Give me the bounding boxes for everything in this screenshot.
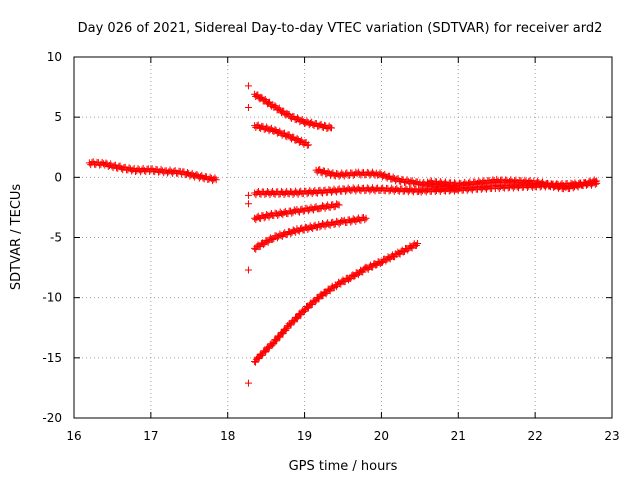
y-tick-label: 0: [54, 170, 62, 184]
data-point-arc-9: [269, 340, 277, 348]
data-point-arc-8: [361, 216, 369, 224]
y-tick-label: 5: [54, 110, 62, 124]
data-point-arc-3: [263, 123, 271, 131]
y-axis-label: SDTVAR / TECUs: [9, 184, 24, 291]
data-point-arc-9: [311, 298, 319, 306]
y-tick-label: -10: [42, 291, 62, 305]
data-point-arc-6: [534, 177, 542, 185]
data-point-arc-1: [212, 176, 220, 184]
data-point-arc-9: [261, 347, 269, 355]
data-point-arc-1: [211, 174, 219, 182]
data-point-arc-6: [547, 180, 555, 188]
data-point-arc-2: [257, 93, 265, 101]
data-point-arc-8: [287, 230, 295, 238]
data-point-arc-9: [350, 273, 358, 281]
data-point-arc-9: [382, 257, 390, 265]
data-point-arc-9: [372, 261, 380, 269]
data-point-isolated: [244, 266, 252, 274]
data-point-arc-2: [327, 124, 335, 132]
data-point-arc-3: [304, 141, 312, 149]
x-tick-label: 21: [451, 429, 466, 443]
data-point-arc-1: [193, 171, 201, 179]
x-axis-label: GPS time / hours: [289, 459, 398, 474]
data-point-arc-8: [304, 226, 312, 234]
data-point-arc-2: [303, 117, 311, 125]
data-point-arc-8: [273, 234, 281, 242]
data-point-arc-9: [414, 240, 422, 248]
data-point-isolated: [244, 200, 252, 208]
data-point-arc-8: [362, 214, 370, 222]
data-point-arc-4: [389, 173, 397, 181]
data-point-arc-9: [272, 336, 280, 344]
x-tick-label: 17: [143, 429, 158, 443]
data-point-arc-8: [335, 220, 343, 228]
data-point-arc-4: [403, 176, 411, 184]
y-tick-label: -20: [42, 411, 62, 425]
data-point-arc-6: [593, 177, 601, 185]
data-point-arc-1: [206, 173, 214, 181]
data-point-isolated: [244, 379, 252, 387]
data-point-arc-9: [369, 263, 377, 271]
data-point-isolated: [244, 104, 252, 112]
data-point-arc-9: [252, 358, 260, 366]
data-point-arc-8: [269, 236, 277, 244]
data-point-arc-7: [274, 212, 282, 220]
data-point-arc-4: [376, 169, 384, 177]
data-point-arc-8: [256, 242, 264, 250]
data-point-arc-6: [591, 178, 599, 186]
data-point-arc-3: [271, 126, 279, 134]
data-point-arc-7: [304, 207, 312, 215]
x-tick-label: 23: [604, 429, 619, 443]
axis-ticks: 16 17 18 19 20 21 22 23 10 5 0 -5 -10 -15 -20: [42, 50, 619, 443]
data-point-arc-9: [282, 327, 290, 335]
data-points: [85, 82, 601, 387]
data-point-arc-9: [404, 246, 412, 254]
data-point-arc-9: [258, 351, 266, 359]
data-point-arc-2: [271, 102, 279, 110]
data-point-arc-9: [322, 290, 330, 298]
data-point-arc-4: [324, 168, 332, 176]
data-point-arc-9: [412, 241, 420, 249]
x-tick-label: 20: [374, 429, 389, 443]
x-tick-label: 19: [297, 429, 312, 443]
chart-title: Day 026 of 2021, Sidereal Day-to-day VTE…: [78, 21, 603, 36]
x-tick-label: 22: [528, 429, 543, 443]
data-point-arc-8: [260, 241, 268, 249]
data-point-arc-1: [184, 168, 192, 176]
data-point-arc-9: [301, 307, 309, 315]
x-tick-label: 16: [66, 429, 81, 443]
x-tick-label: 18: [220, 429, 235, 443]
data-point-arc-3: [293, 134, 301, 142]
data-point-isolated: [244, 191, 252, 199]
data-point-isolated: [244, 82, 252, 90]
data-point-arc-6: [569, 184, 577, 192]
data-point-arc-9: [292, 313, 300, 321]
y-tick-label: -15: [42, 351, 62, 365]
grid: [74, 57, 612, 418]
data-point-arc-9: [278, 330, 286, 338]
data-point-arc-2: [293, 114, 301, 122]
y-tick-label: 10: [47, 50, 62, 64]
data-point-arc-9: [290, 318, 298, 326]
data-point-arc-9: [315, 295, 323, 303]
data-point-arc-7: [335, 201, 343, 209]
y-tick-label: -5: [50, 231, 62, 245]
